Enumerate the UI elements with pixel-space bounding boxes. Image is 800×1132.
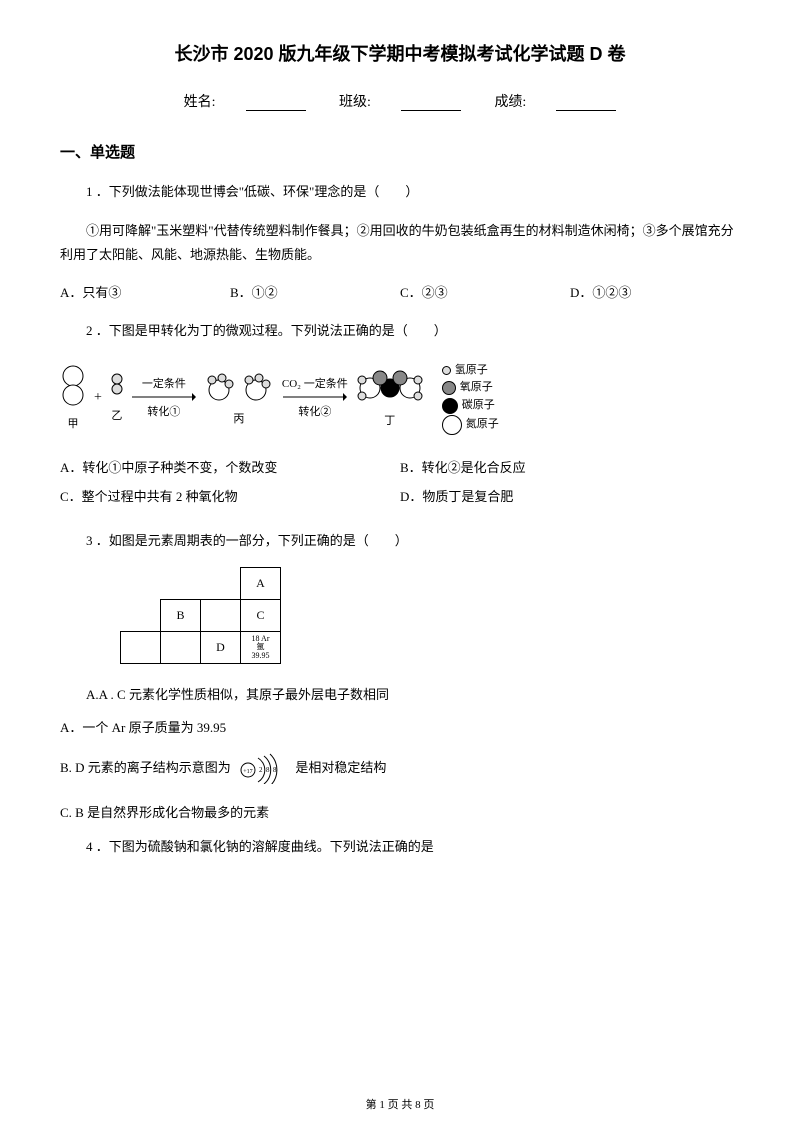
- cell-d: D: [201, 632, 241, 664]
- score-label: 成绩:: [494, 95, 526, 110]
- arrow2-top: CO₂ 一定条件: [282, 377, 348, 391]
- class-blank[interactable]: [401, 97, 461, 111]
- q1-opt-d[interactable]: D．①②③: [570, 282, 740, 301]
- q3-opt-c-pre: B. D 元素的离子结构示意图为: [60, 760, 231, 775]
- svg-text:2: 2: [259, 766, 263, 774]
- student-info-row: 姓名: 班级: 成绩:: [60, 91, 740, 111]
- h-label: 氢原子: [455, 362, 488, 380]
- section-heading: 一、单选题: [60, 141, 740, 162]
- cell-a: A: [241, 568, 281, 600]
- arrow1-top: 一定条件: [132, 377, 196, 391]
- q1-detail: ①用可降解"玉米塑料"代替传统塑料制作餐具；②用回收的牛奶包装纸盒再生的材料制造…: [60, 219, 740, 268]
- molecule-bing: 丙: [204, 370, 274, 426]
- name-label: 姓名:: [184, 95, 216, 110]
- q1-options: A．只有③ B．①② C．②③ D．①②③: [60, 282, 740, 301]
- c-atom-icon: [442, 398, 458, 414]
- q3-opt-a[interactable]: A.A . C 元素化学性质相似，其原子最外层电子数相同: [60, 684, 740, 703]
- o-label: 氧原子: [460, 379, 493, 397]
- q1-opt-a[interactable]: A．只有③: [60, 282, 230, 301]
- q2-opt-d[interactable]: D．物质丁是复合肥: [400, 486, 740, 505]
- molecule-jia: 甲: [60, 365, 86, 431]
- page-title: 长沙市 2020 版九年级下学期中考模拟考试化学试题 D 卷: [60, 40, 740, 66]
- q1-opt-c[interactable]: C．②③: [400, 282, 570, 301]
- ion-structure-icon: +17 2 8 8: [238, 750, 288, 788]
- bing-label: 丙: [204, 410, 274, 426]
- q3-opt-c-post: 是相对稳定结构: [295, 760, 386, 775]
- class-label: 班级:: [339, 95, 371, 110]
- arrow1-bot: 转化①: [132, 405, 196, 419]
- svg-text:8: 8: [273, 766, 277, 774]
- svg-text:8: 8: [266, 766, 270, 774]
- q2-opt-a[interactable]: A．转化①中原子种类不变，个数改变: [60, 457, 400, 476]
- n-label: 氮原子: [466, 416, 499, 434]
- score-blank[interactable]: [556, 97, 616, 111]
- jia-label: 甲: [60, 415, 86, 431]
- q3-stem: 3 ．如图是元素周期表的一部分，下列正确的是（ ）: [60, 529, 740, 554]
- molecule-yi: 乙: [110, 373, 124, 423]
- ding-label: 丁: [356, 412, 424, 428]
- cell-c: C: [241, 600, 281, 632]
- q4-stem: 4 ．下图为硫酸钠和氯化钠的溶解度曲线。下列说法正确的是: [60, 835, 740, 860]
- c-label: 碳原子: [462, 397, 495, 415]
- q1-opt-b[interactable]: B．①②: [230, 282, 400, 301]
- molecule-ding: 丁: [356, 368, 424, 428]
- name-blank[interactable]: [246, 97, 306, 111]
- n-atom-icon: [442, 415, 462, 435]
- arrow2-bot: 转化②: [282, 405, 348, 419]
- q2-options: A．转化①中原子种类不变，个数改变 B．转化②是化合反应 C．整个过程中共有 2…: [60, 457, 740, 515]
- arrow-2: CO₂ 一定条件 转化②: [282, 377, 348, 420]
- o-atom-icon: [442, 381, 456, 395]
- q2-diagram: 甲 + 乙 一定条件 转化① 丙 CO₂ 一定条件 转化② 丁: [60, 362, 740, 435]
- svg-text:+17: +17: [243, 769, 252, 775]
- arrow-1: 一定条件 转化①: [132, 377, 196, 420]
- q2-opt-c[interactable]: C．整个过程中共有 2 种氧化物: [60, 486, 400, 505]
- q1-stem: 1 ．下列做法能体现世博会"低碳、环保"理念的是（ ）: [60, 180, 740, 205]
- q2-opt-b[interactable]: B．转化②是化合反应: [400, 457, 740, 476]
- q3-opt-d[interactable]: C. B 是自然界形成化合物最多的元素: [60, 802, 740, 821]
- cell-b: B: [161, 600, 201, 632]
- page-footer: 第 1 页 共 8 页: [0, 1096, 800, 1112]
- h-atom-icon: [442, 366, 451, 375]
- q3-opt-c[interactable]: B. D 元素的离子结构示意图为 +17 2 8 8 是相对稳定结构: [60, 750, 740, 788]
- q3-opt-b[interactable]: A．一个 Ar 原子质量为 39.95: [60, 717, 740, 736]
- atom-legend: 氢原子 氧原子 碳原子 氮原子: [442, 362, 499, 435]
- yi-label: 乙: [110, 407, 124, 423]
- plus-sign: +: [94, 390, 102, 406]
- cell-ar: 18 Ar 氩 39.95: [241, 632, 281, 664]
- periodic-table: A B C D 18 Ar 氩 39.95: [120, 567, 321, 664]
- q2-stem: 2 ．下图是甲转化为丁的微观过程。下列说法正确的是（ ）: [60, 319, 740, 344]
